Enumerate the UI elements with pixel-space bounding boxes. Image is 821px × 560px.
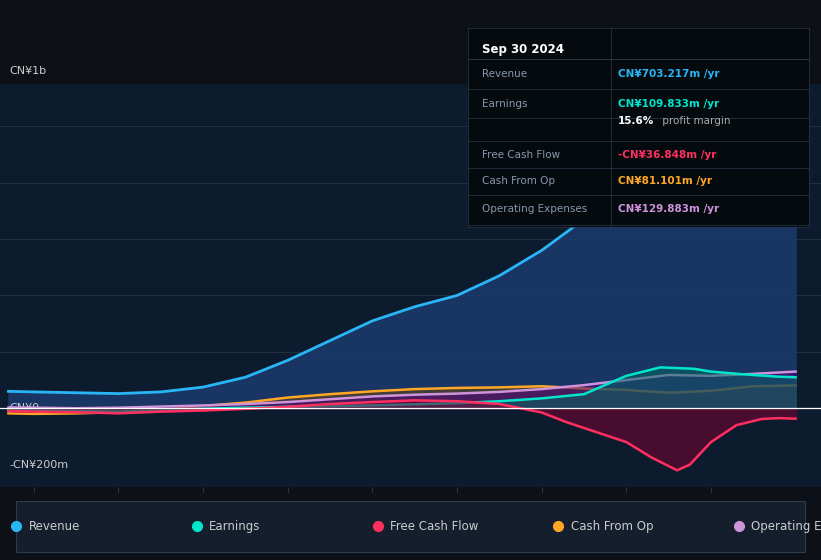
Text: CN¥703.217m /yr: CN¥703.217m /yr [618, 69, 719, 79]
Text: Sep 30 2024: Sep 30 2024 [482, 43, 563, 56]
Text: CN¥0: CN¥0 [10, 403, 40, 413]
Text: Cash From Op: Cash From Op [571, 520, 653, 533]
Text: Revenue: Revenue [482, 69, 527, 79]
Text: Earnings: Earnings [482, 99, 527, 109]
Text: Earnings: Earnings [209, 520, 261, 533]
Bar [16, 501, 805, 552]
Text: CN¥81.101m /yr: CN¥81.101m /yr [618, 176, 712, 186]
Text: profit margin: profit margin [658, 116, 730, 127]
Text: 15.6%: 15.6% [618, 116, 654, 127]
Text: -CN¥36.848m /yr: -CN¥36.848m /yr [618, 150, 716, 160]
Text: CN¥109.833m /yr: CN¥109.833m /yr [618, 99, 719, 109]
Text: Operating Expenses: Operating Expenses [482, 204, 587, 214]
Text: Free Cash Flow: Free Cash Flow [390, 520, 479, 533]
Text: CN¥1b: CN¥1b [10, 66, 47, 76]
Text: Free Cash Flow: Free Cash Flow [482, 150, 560, 160]
Text: CN¥129.883m /yr: CN¥129.883m /yr [618, 204, 719, 214]
Text: Operating Expenses: Operating Expenses [751, 520, 821, 533]
Text: Revenue: Revenue [29, 520, 80, 533]
Text: Cash From Op: Cash From Op [482, 176, 555, 186]
Text: -CN¥200m: -CN¥200m [10, 460, 69, 470]
